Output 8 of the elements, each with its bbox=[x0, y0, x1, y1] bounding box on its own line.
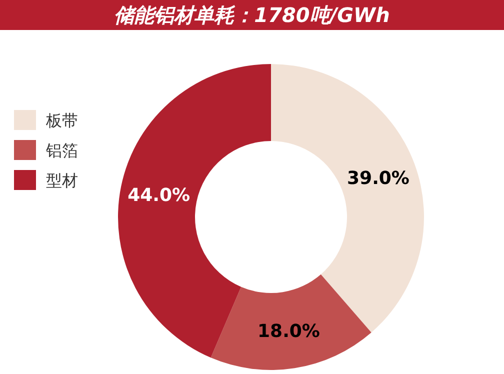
donut-slice bbox=[210, 274, 372, 370]
data-label: 18.0% bbox=[258, 321, 320, 342]
legend-label: 铝箔 bbox=[45, 141, 78, 160]
data-label: 39.0% bbox=[347, 168, 410, 189]
legend-label: 型材 bbox=[46, 171, 78, 190]
chart-title: 储能铝材单耗：1780吨/GWh bbox=[114, 3, 390, 27]
legend-label: 板带 bbox=[45, 111, 78, 130]
data-label: 44.0% bbox=[128, 185, 190, 206]
